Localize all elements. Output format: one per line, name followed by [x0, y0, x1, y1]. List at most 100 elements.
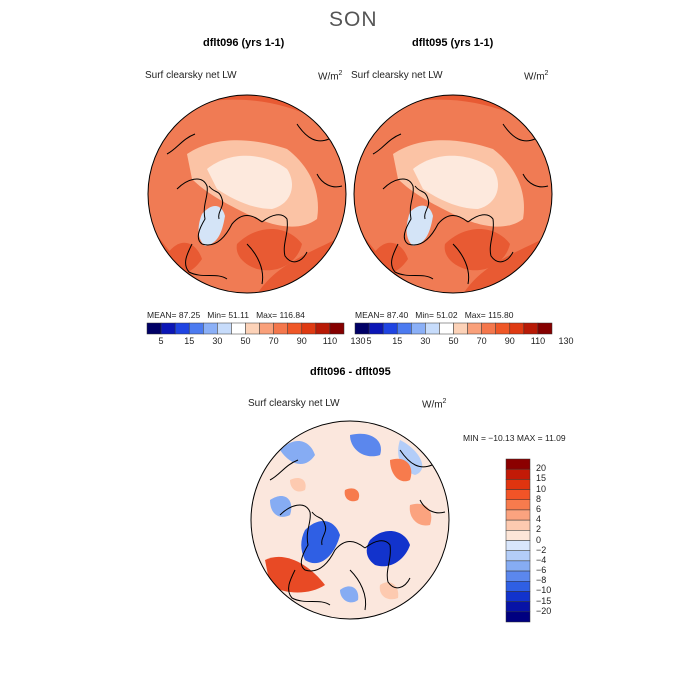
diff-field	[251, 421, 449, 619]
panel-1-colorbar-label: 15	[184, 336, 195, 346]
panel-2-colorbar-swatch	[425, 322, 440, 335]
panel-2-min: 51.02	[436, 310, 458, 320]
panel-2-polar-map	[353, 94, 553, 294]
panel-1-colorbar-swatch	[273, 322, 288, 335]
panel-1-colorbar-swatch	[287, 322, 303, 335]
diff-minmax: MIN = −10.13 MAX = 11.09	[463, 433, 566, 443]
panel-1-colorbar-label: 5	[158, 336, 164, 346]
diff-colorbar-swatch	[505, 581, 531, 592]
panel-2-colorbar-labels: 5 15 30 50 70 90 110 130	[355, 336, 574, 348]
panel-2-colorbar-label: 110	[530, 336, 546, 346]
diff-colorbar	[505, 458, 531, 623]
diff-colorbar-label: 4	[536, 514, 542, 525]
panel-2-colorbar-label: 5	[366, 336, 372, 346]
diff-colorbar-swatch	[505, 591, 531, 602]
panel-2-colorbar-label: 30	[420, 336, 431, 346]
panel-1-polar-map	[147, 94, 347, 294]
panel-2-colorbar-swatch	[537, 322, 553, 335]
panel-1-colorbar-swatch	[245, 322, 260, 335]
panel-1-colorbar-swatch	[231, 322, 246, 335]
season-title: SON	[329, 8, 378, 31]
panel-1-colorbar-swatch	[217, 322, 232, 335]
panel-2-colorbar-label: 90	[504, 336, 515, 346]
diff-colorbar-swatch	[505, 601, 531, 613]
diff-colorbar-swatch	[505, 468, 531, 480]
panel-2-colorbar-swatch	[495, 322, 511, 335]
panel-2-colorbar-swatch	[396, 322, 412, 335]
panel-2-map-border	[353, 94, 553, 294]
diff-colorbar-label: −15	[536, 595, 552, 606]
panel-2-stats: MEAN= 87.40 Min= 51.02 Max= 115.80	[355, 310, 514, 320]
diff-colorbar-label: −10	[536, 585, 552, 596]
panel-2-coastlines	[372, 123, 549, 285]
panel-2-colorbar-label: 70	[476, 336, 487, 346]
diff-colorbar-swatch	[505, 611, 531, 623]
panel-2-colorbar-swatch	[368, 322, 384, 335]
panel-1-colorbar-label: 70	[268, 336, 279, 346]
panel-2-colorbar-swatch	[411, 322, 426, 335]
panel-2-mean: 87.40	[386, 310, 409, 320]
panel-1-colorbar-swatch	[174, 322, 190, 335]
panel-2-colorbar-label: 15	[392, 336, 403, 346]
panel-2-variable: Surf clearsky net LW	[351, 70, 443, 81]
panel-2-colorbar-label: 130	[558, 336, 574, 346]
panel-1-stats: MEAN= 87.25 Min= 51.11 Max= 116.84	[147, 310, 305, 320]
diff-colorbar-label: −4	[536, 554, 547, 565]
panel-1-mean: 87.25	[178, 310, 201, 320]
panel-2-colorbar-swatch	[439, 322, 454, 335]
panel-1-colorbar-swatch	[315, 322, 331, 335]
diff-title: dflt096 - dflt095	[310, 366, 391, 378]
panel-1-min: 51.11	[228, 310, 249, 320]
panel-1-max: 116.84	[279, 310, 305, 320]
diff-colorbar-swatch	[505, 479, 531, 490]
diff-colorbar-swatch	[505, 550, 531, 562]
panel-1-colorbar-swatch	[259, 322, 274, 335]
panel-2-title: dflt095 (yrs 1-1)	[412, 37, 494, 49]
panel-1-colorbar-label: 30	[212, 336, 223, 346]
panel-2-colorbar	[354, 322, 553, 335]
panel-1-colorbar-label: 50	[240, 336, 251, 346]
panel-1-title: dflt096 (yrs 1-1)	[203, 37, 285, 49]
panel-1-colorbar-swatch	[329, 322, 345, 335]
diff-variable: Surf clearsky net LW	[248, 398, 340, 409]
panel-1-colorbar-swatch	[188, 322, 204, 335]
diff-polar-map	[250, 420, 450, 620]
panel-2-colorbar-swatch	[523, 322, 539, 335]
panel-1-colorbar-swatch	[160, 322, 176, 335]
diff-colorbar-swatch	[505, 560, 531, 572]
diff-colorbar-swatch	[505, 570, 531, 582]
diff-colorbar-label: −20	[536, 605, 552, 616]
panel-1-colorbar-label: 110	[322, 336, 338, 346]
panel-1-colorbar	[146, 322, 345, 335]
panel-2-colorbar-swatch	[467, 322, 482, 335]
panel-2-colorbar-swatch	[509, 322, 525, 335]
panel-1-colorbar-swatch	[203, 322, 218, 335]
diff-colorbar-swatch	[505, 458, 531, 470]
diff-colorbar-label: −8	[536, 575, 547, 586]
panel-1-units: W/m2	[318, 70, 343, 83]
panel-2-colorbar-label: 50	[448, 336, 459, 346]
diff-colorbar-label: −2	[536, 544, 547, 555]
diff-colorbar-label: 2	[536, 524, 542, 535]
panel-1-colorbar-swatch	[301, 322, 317, 335]
panel-1-colorbar-label: 90	[296, 336, 307, 346]
diff-colorbar-label: 6	[536, 503, 542, 514]
panel-2-colorbar-swatch	[354, 322, 370, 335]
diff-colorbar-swatch	[505, 489, 531, 500]
panel-2-colorbar-swatch	[382, 322, 398, 335]
panel-2-colorbar-swatch	[481, 322, 496, 335]
diff-colorbar-labels: 20 15 10 8 6 4 2 0 −2 −4 −6 −8 −10 −15 −20	[536, 459, 576, 622]
diff-colorbar-swatch	[505, 509, 531, 521]
panel-1-colorbar-swatch	[146, 322, 162, 335]
panel-2-units: W/m2	[524, 70, 549, 83]
diff-colorbar-label: 8	[536, 493, 542, 504]
panel-2-colorbar-swatch	[453, 322, 468, 335]
panel-1-coastlines	[166, 123, 343, 285]
diff-colorbar-label: 20	[536, 463, 547, 474]
panel-1-map-border	[147, 94, 347, 294]
diff-colorbar-label: 10	[536, 483, 547, 494]
diff-colorbar-label: −6	[536, 565, 547, 576]
diff-map-border	[250, 420, 450, 620]
diff-colorbar-swatch	[505, 530, 531, 541]
